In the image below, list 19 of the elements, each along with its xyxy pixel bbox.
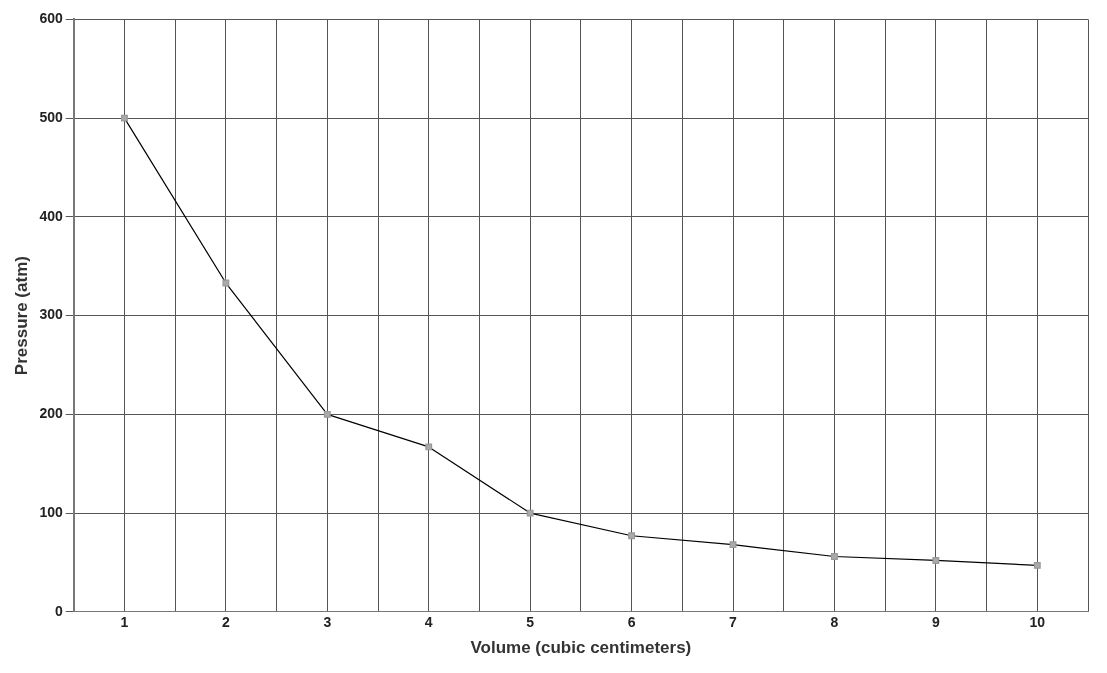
x-tick-label: 2: [222, 614, 230, 631]
x-tick-label: 1: [120, 614, 129, 631]
x-tick-label: 9: [931, 614, 940, 631]
x-axis-title: Volume (cubic centimeters): [470, 638, 692, 658]
y-tick-label: 500: [39, 108, 63, 125]
x-tick-label: 8: [830, 614, 839, 631]
y-tick-label: 400: [39, 207, 63, 224]
y-tick-label: 200: [39, 405, 63, 422]
y-tick-label: 100: [39, 503, 63, 520]
x-tick-label: 6: [627, 614, 636, 631]
y-axis-title: Pressure (atm): [11, 256, 31, 376]
y-tick-label: 600: [39, 10, 63, 27]
x-tick-label: 7: [729, 614, 738, 631]
x-tick-label: 10: [1029, 614, 1046, 631]
x-tick-label: 5: [526, 614, 535, 631]
y-tick-label: 300: [39, 306, 63, 323]
x-tick-label: 3: [323, 614, 332, 631]
x-tick-label: 4: [424, 614, 433, 631]
y-tick-label: 0: [54, 602, 63, 619]
